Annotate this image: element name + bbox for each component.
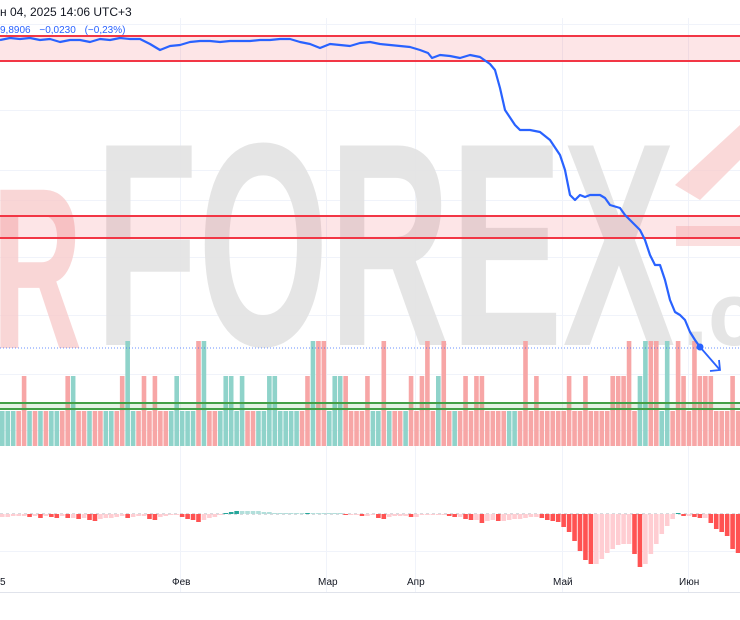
resistance-zone-middle (0, 215, 740, 239)
grid-line (0, 110, 740, 111)
grid-line (0, 430, 740, 431)
legend-price: 9,8906 (0, 25, 31, 36)
grid-line (0, 374, 740, 375)
x-axis-label: Мар (318, 577, 338, 588)
x-axis-label: 5 (0, 577, 6, 588)
svg-text:R: R (0, 140, 82, 397)
x-axis-label: Фев (172, 577, 191, 588)
x-axis-border (0, 592, 740, 593)
grid-line (0, 315, 740, 316)
legend-change-pct: (−0,23%) (84, 25, 126, 36)
grid-line (326, 18, 327, 592)
grid-line (415, 18, 416, 592)
resistance-zone-top (0, 35, 740, 62)
legend-change: −0,0230 (39, 25, 76, 36)
grid-line (0, 200, 740, 201)
support-zone-green (0, 402, 740, 410)
price-legend: 9,8906 −0,0230 (−0,23%) (0, 25, 131, 36)
grid-line (0, 257, 740, 258)
grid-line (0, 24, 740, 25)
grid-line (180, 18, 181, 592)
chart-datetime: н 04, 2025 14:06 UTC+3 (0, 5, 132, 19)
grid-line (0, 170, 740, 171)
grid-line (0, 551, 740, 552)
x-axis-label: Май (553, 577, 573, 588)
grid-line (688, 18, 689, 592)
grid-line (562, 18, 563, 592)
x-axis-label: Апр (407, 577, 425, 588)
x-axis-label: Июн (679, 577, 700, 588)
